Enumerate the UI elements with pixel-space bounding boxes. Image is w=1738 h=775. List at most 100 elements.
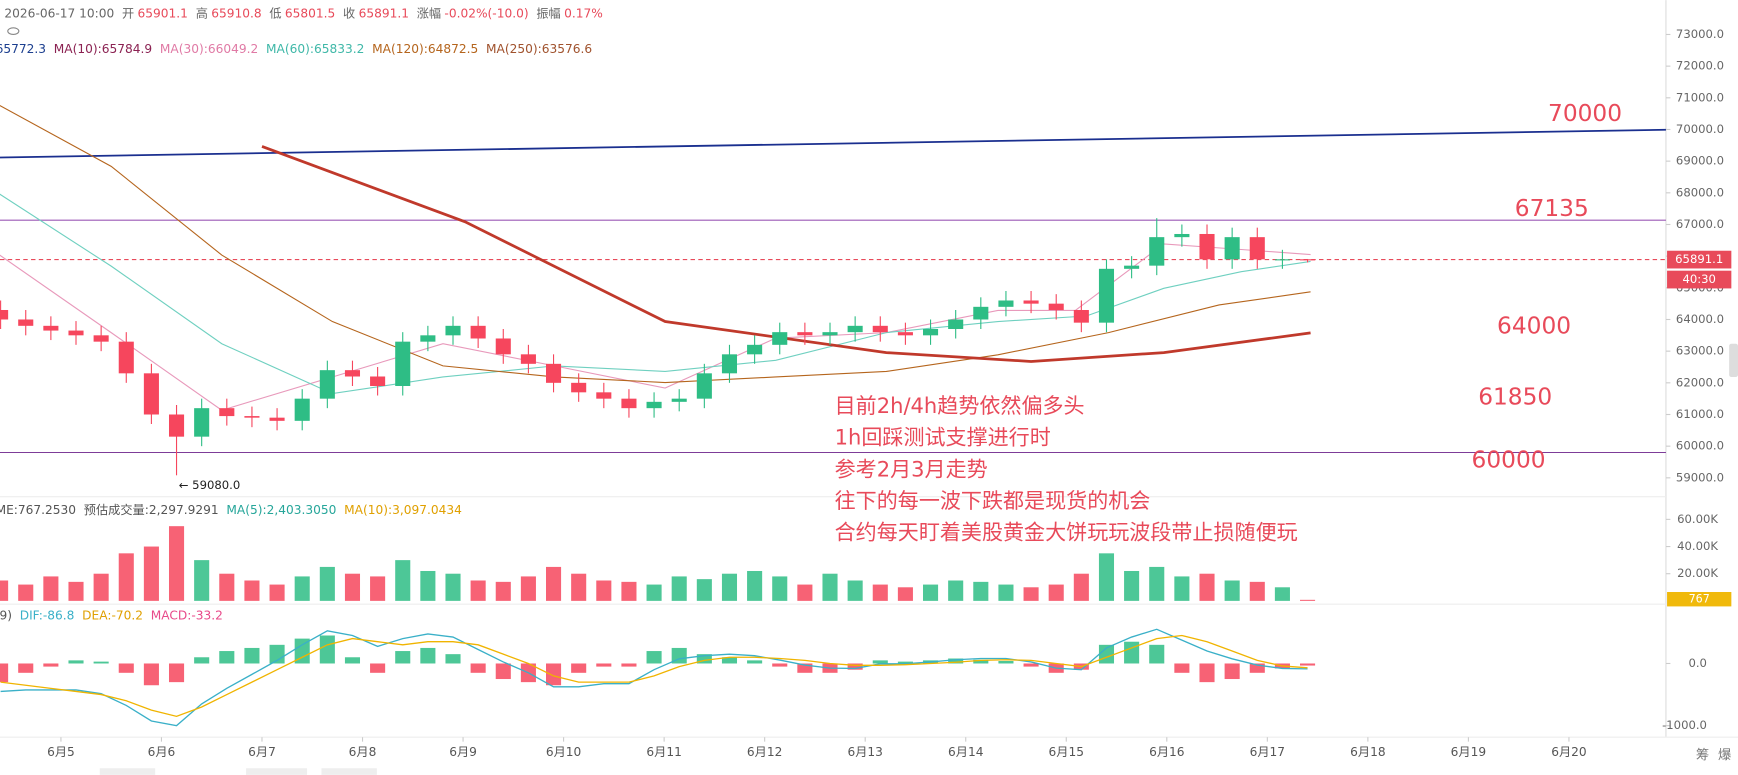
volume-bar [872, 584, 888, 601]
macd-bar [1300, 663, 1316, 666]
macd-bar [1199, 663, 1215, 683]
volume-bar [998, 584, 1014, 601]
x-tick-label: 6月12 [747, 745, 782, 759]
macd-bar [194, 657, 210, 664]
macd-bar [998, 660, 1014, 664]
y-tick-label: 61000.0 [1676, 407, 1724, 421]
macd-bar [1124, 641, 1140, 664]
x-tick-label: 6月17 [1250, 745, 1285, 759]
volume-bar [822, 573, 838, 601]
y-tick-label: 60.00K [1677, 512, 1718, 526]
y-tick-label: 63000.0 [1676, 344, 1724, 358]
x-tick-label: 6月16 [1149, 745, 1184, 759]
level-annotation: 64000 [1497, 313, 1571, 340]
volume-bar [68, 581, 84, 601]
volume-bar [897, 587, 913, 601]
x-tick-label: 6月7 [248, 745, 276, 759]
macd-bar [847, 663, 863, 670]
volume-bar [244, 580, 260, 601]
volume-bar [923, 584, 939, 601]
y-tick-label: 64000.0 [1676, 312, 1724, 326]
y-tick-label: 72000.0 [1676, 59, 1724, 73]
legend-entry: DEA:-70.2 [82, 608, 143, 622]
header-label: 高 [196, 5, 208, 20]
legend-entry: MA(250):63576.6 [486, 41, 592, 55]
header-value: 65801.5 [285, 6, 335, 20]
candle-body [420, 335, 436, 342]
macd-bar [43, 663, 59, 667]
candle-body [671, 398, 687, 402]
candle-body [1249, 237, 1265, 260]
macd-bar [721, 657, 738, 664]
candle-body [1174, 233, 1190, 238]
volume-bar [168, 526, 185, 601]
candle-body [495, 338, 511, 355]
macd-bar [0, 663, 9, 683]
volume-bar [370, 576, 386, 601]
candle-body [571, 382, 587, 393]
candle-body [219, 408, 235, 417]
y-tick-label: 67000.0 [1676, 217, 1724, 231]
candle-body [43, 325, 59, 331]
volume-bar [721, 573, 738, 601]
eye-icon[interactable] [7, 27, 20, 36]
footer-icon[interactable]: 筹 [1696, 746, 1709, 763]
volume-bar [1098, 553, 1115, 601]
y-tick-label: 20.00K [1677, 566, 1718, 580]
macd-bar [219, 651, 235, 664]
x-tick-label: 6月18 [1350, 745, 1385, 759]
x-tick-label: 6月10 [546, 745, 581, 759]
x-tick-label: 6月14 [948, 745, 984, 759]
price-tag-label: 65891.1 [1675, 252, 1723, 266]
note-line: 合约每天盯着美股黄金大饼玩玩波段带止损随便玩 [835, 520, 1298, 545]
candle-body [1124, 265, 1140, 269]
volume-bar [1300, 599, 1316, 601]
macd-bar [344, 657, 361, 664]
legend: ,9) DIF:-86.8 DEA:-70.2 MACD:-33.2 [0, 608, 223, 622]
candle-body [319, 370, 335, 399]
macd-bar [294, 638, 310, 664]
tab[interactable] [321, 768, 377, 775]
macd-bar [621, 663, 637, 667]
legend-entry: 65772.3 [0, 41, 46, 55]
macd-bar [68, 660, 84, 664]
candle-body [18, 319, 34, 326]
macd-bar [470, 663, 486, 673]
tab[interactable] [246, 768, 308, 775]
candle-body [822, 332, 838, 336]
scroll-handle[interactable] [1729, 343, 1738, 377]
macd-bar [244, 647, 260, 664]
volume-bar [696, 579, 712, 601]
macd-bar [143, 663, 159, 686]
macd-bar [395, 651, 411, 664]
macd-bar [948, 658, 964, 664]
x-tick-label: 6月11 [646, 745, 681, 759]
macd-bar [1023, 663, 1039, 667]
volume-bar [269, 584, 285, 601]
macd-bar [973, 659, 989, 664]
y-tick-label: 62000.0 [1676, 375, 1724, 389]
macd-bar [696, 654, 712, 664]
volume-bar [546, 566, 562, 601]
footer-icon[interactable]: 爆 [1718, 747, 1731, 763]
header-label: 开 [122, 6, 134, 20]
volume-bar [18, 584, 34, 601]
candle-body [395, 341, 411, 386]
volume-bar [319, 566, 335, 601]
volume-bar [143, 546, 159, 601]
candle-body [621, 398, 637, 409]
volume-bar [1149, 566, 1165, 601]
y-tick-label: 40.00K [1677, 539, 1718, 553]
volume-bar [797, 584, 813, 601]
level-annotation: 61850 [1478, 384, 1552, 411]
candle-body [118, 341, 134, 374]
candle-body [269, 417, 285, 421]
tab[interactable] [99, 768, 156, 775]
volume-bar [847, 580, 863, 601]
y-tick-label: 59000.0 [1676, 470, 1724, 484]
macd-bar [797, 663, 813, 673]
header-value: 65910.8 [211, 6, 261, 20]
macd-bar [118, 663, 134, 673]
